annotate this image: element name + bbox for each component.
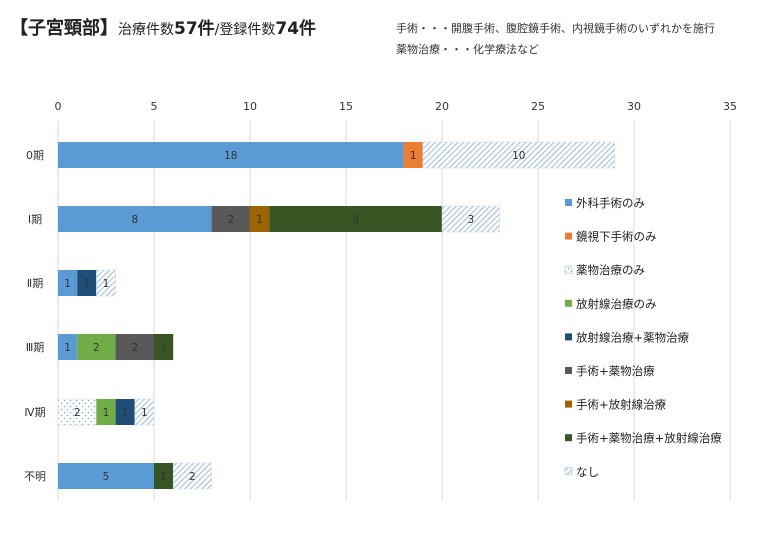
bar-segment (115, 334, 154, 360)
legend-label: 放射線治療のみ (576, 297, 657, 311)
data-label: 3 (467, 214, 474, 226)
data-label: 1 (83, 278, 90, 290)
legend-label: 手術+薬物治療+放射線治療 (576, 431, 722, 445)
data-label: 2 (227, 214, 234, 226)
title-registration-label: 登録件数 (219, 22, 276, 38)
x-tick-label: 30 (627, 100, 641, 113)
legend-swatch (565, 434, 572, 442)
bar-segment (441, 205, 500, 233)
bar-segment (58, 206, 212, 232)
data-label: 1 (103, 278, 110, 290)
bar-segment (154, 334, 174, 360)
bar-segment (96, 269, 116, 297)
data-label: 1 (141, 407, 148, 419)
note-drug-therapy: 薬物治療・・・化学療法など (396, 43, 539, 56)
data-label: 1 (160, 471, 167, 483)
bar-segment (96, 399, 116, 425)
y-category-label: Ⅲ期 (26, 341, 45, 354)
data-label: 8 (131, 214, 138, 226)
bar-segment (403, 142, 423, 168)
data-label: 5 (103, 471, 110, 483)
data-label: 2 (131, 342, 138, 354)
data-label: 1 (64, 278, 71, 290)
legend-swatch (564, 467, 573, 476)
bar-segment (250, 206, 270, 232)
bar-segment (211, 206, 250, 232)
note-surgery: 手術・・・開腹手術、腹腔鏡手術、内視鏡手術のいずれかを施行 (396, 22, 715, 35)
legend-swatch (565, 367, 572, 374)
x-tick-label: 15 (339, 100, 353, 113)
bar-segment (58, 142, 404, 168)
grid-layer (57, 120, 731, 500)
legend-label: 薬物治療のみ (576, 263, 645, 277)
legend-swatch (565, 333, 572, 341)
data-label: 2 (189, 471, 196, 483)
data-label: 2 (74, 407, 81, 419)
bar-segment (422, 141, 616, 169)
data-label: 1 (256, 214, 263, 226)
data-label: 2 (93, 342, 100, 354)
data-label: 1 (410, 150, 417, 162)
legend-label: 手術+放射線治療 (576, 398, 667, 412)
x-tick-label: 20 (435, 100, 449, 113)
legend-swatch (564, 265, 573, 274)
bar-segment (115, 399, 135, 425)
bar-segment (77, 334, 116, 360)
legend-swatch (565, 199, 572, 206)
title-registration-count: 74件 (275, 19, 317, 39)
bar-segment (269, 206, 442, 232)
x-tick-label: 10 (243, 100, 257, 113)
bar-segment (154, 463, 174, 489)
title-treatment-count: 57件 (174, 19, 215, 39)
x-tick-label: 0 (55, 100, 62, 113)
title-main: 【子宮頸部】 (10, 18, 118, 39)
data-label: 9 (352, 214, 359, 226)
data-label: 1 (64, 342, 71, 354)
y-category-label: Ⅰ期 (28, 213, 42, 226)
y-category-label: 不明 (24, 470, 46, 483)
data-label: 1 (160, 342, 167, 354)
bar-segment (58, 463, 154, 489)
legend-label: なし (576, 465, 599, 479)
bar-segment (57, 398, 97, 426)
y-category-label: Ⅳ期 (24, 406, 45, 419)
bar-segment (58, 270, 78, 296)
legend-label: 放射線治療+薬物治療 (576, 330, 690, 344)
legend-label: 手術+薬物治療 (576, 364, 655, 378)
chart-title: 【子宮頸部】治療件数57件/登録件数74件 (10, 14, 316, 40)
title-separator: / (214, 22, 220, 38)
bar-segment (58, 334, 78, 360)
legend-label: 外科手術のみ (576, 196, 645, 210)
x-tick-label: 5 (151, 100, 158, 113)
legend-label: 鏡視下手術のみ (576, 230, 657, 244)
bar-segment (172, 462, 212, 490)
data-label: 10 (512, 150, 525, 162)
bar-segment (77, 270, 97, 296)
data-label: 1 (103, 407, 110, 419)
legend-swatch (565, 400, 572, 408)
title-treatment-label: 治療件数 (118, 22, 174, 38)
bars-layer: 18 1 108 2 1 9 31 1 11 2 2 12 1 1 15 1 2 (57, 141, 616, 490)
data-label: 18 (224, 150, 237, 162)
legend-swatch (565, 299, 572, 307)
y-category-label: Ⅱ期 (27, 277, 43, 290)
data-label: 1 (122, 407, 129, 419)
y-category-label: 0期 (26, 149, 44, 162)
x-tick-label: 35 (723, 100, 737, 113)
legend-layer: 外科手術のみ鏡視下手術のみ薬物治療のみ放射線治療のみ放射線治療+薬物治療手術+薬… (564, 196, 722, 479)
bar-segment (134, 398, 155, 426)
legend-swatch (565, 232, 572, 240)
x-tick-label: 25 (531, 100, 545, 113)
